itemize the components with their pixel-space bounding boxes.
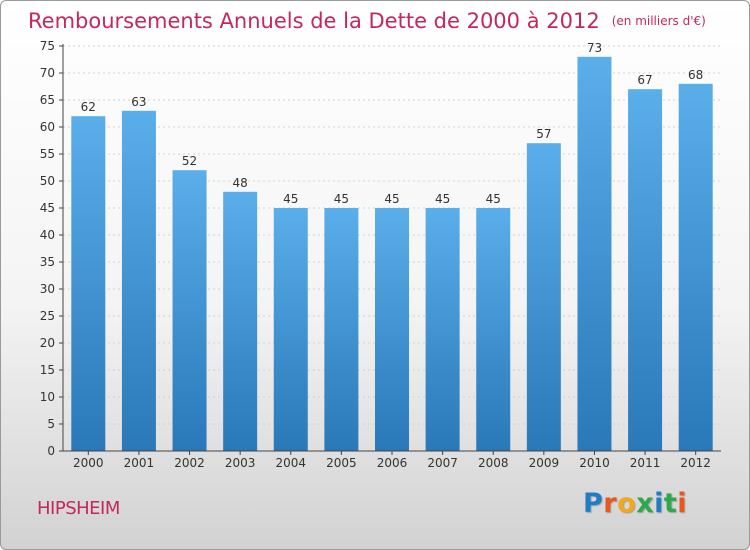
- bar-value-label: 52: [182, 154, 197, 168]
- bar: [628, 89, 663, 451]
- proxiti-logo: Proxiti: [583, 488, 687, 519]
- chart-title: Remboursements Annuels de la Dette de 20…: [28, 9, 706, 33]
- bar: [172, 170, 207, 451]
- bar-value-label: 63: [131, 95, 146, 109]
- x-tick-label: 2007: [427, 456, 458, 470]
- y-tick-label: 0: [47, 444, 55, 458]
- bar: [273, 208, 308, 451]
- bar-value-label: 45: [283, 192, 298, 206]
- x-tick-label: 2005: [326, 456, 357, 470]
- logo-letter: P: [583, 488, 604, 519]
- logo-letter: i: [677, 488, 688, 519]
- bar-value-label: 68: [688, 68, 703, 82]
- y-tick-label: 25: [40, 309, 55, 323]
- x-tick-label: 2009: [529, 456, 560, 470]
- y-tick-label: 10: [40, 390, 55, 404]
- bar-value-label: 67: [637, 73, 652, 87]
- bar-value-label: 45: [334, 192, 349, 206]
- bar: [678, 83, 713, 452]
- bar: [425, 208, 460, 451]
- x-tick-label: 2010: [579, 456, 610, 470]
- logo-letter: t: [663, 488, 678, 519]
- y-tick-label: 60: [40, 120, 55, 134]
- y-tick-label: 45: [40, 201, 55, 215]
- y-tick-label: 15: [40, 363, 55, 377]
- bar-value-label: 73: [587, 41, 602, 55]
- bar: [71, 116, 106, 451]
- logo-letter: i: [654, 488, 664, 519]
- y-tick-label: 65: [40, 93, 55, 107]
- x-tick-label: 2002: [174, 456, 205, 470]
- bar: [476, 208, 511, 451]
- x-tick-label: 2006: [377, 456, 408, 470]
- y-tick-label: 20: [40, 336, 55, 350]
- bar: [121, 110, 156, 452]
- bar-value-label: 48: [233, 176, 248, 190]
- bar: [526, 143, 561, 451]
- x-tick-label: 2000: [73, 456, 104, 470]
- bar-value-label: 45: [486, 192, 501, 206]
- x-tick-label: 2001: [124, 456, 155, 470]
- y-tick-label: 35: [40, 255, 55, 269]
- bar: [324, 208, 359, 451]
- bar-value-label: 45: [384, 192, 399, 206]
- bar-value-label: 45: [435, 192, 450, 206]
- bar: [577, 56, 612, 452]
- x-tick-label: 2003: [225, 456, 256, 470]
- y-tick-label: 40: [40, 228, 55, 242]
- logo-letter: x: [636, 488, 655, 519]
- bar: [223, 191, 258, 452]
- bar-value-label: 62: [81, 100, 96, 114]
- x-tick-label: 2011: [630, 456, 661, 470]
- y-tick-label: 70: [40, 66, 55, 80]
- y-tick-label: 55: [40, 147, 55, 161]
- logo-letter: r: [603, 488, 618, 519]
- x-tick-label: 2008: [478, 456, 509, 470]
- y-tick-label: 5: [47, 417, 55, 431]
- y-tick-label: 75: [40, 39, 55, 53]
- logo-letter: o: [617, 488, 637, 519]
- x-tick-label: 2004: [275, 456, 306, 470]
- chart-title-text: Remboursements Annuels de la Dette de 20…: [28, 9, 600, 33]
- y-tick-label: 30: [40, 282, 55, 296]
- bar-value-label: 57: [536, 127, 551, 141]
- commune-name: HIPSHEIM: [37, 498, 120, 519]
- chart-subtitle: (en milliers d'€): [611, 14, 706, 28]
- x-tick-label: 2012: [680, 456, 711, 470]
- bar: [375, 208, 409, 451]
- y-tick-label: 50: [40, 174, 55, 188]
